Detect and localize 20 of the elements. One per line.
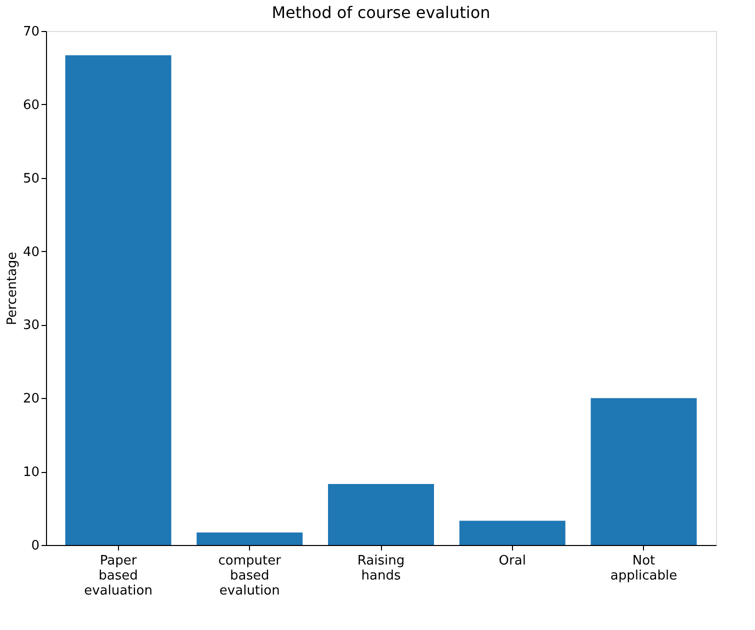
chart-title: Method of course evalution xyxy=(272,3,490,22)
bar xyxy=(459,520,566,545)
bar xyxy=(590,398,697,545)
x-tick-label: Not applicable xyxy=(610,554,678,584)
x-tick-label: Oral xyxy=(498,554,526,568)
y-tick-label: 30 xyxy=(22,318,40,334)
y-tick-label: 40 xyxy=(22,244,40,260)
y-tick-label: 20 xyxy=(22,392,40,407)
x-tick-label: Raising hands xyxy=(357,554,405,584)
y-tick-label: 70 xyxy=(22,24,40,40)
y-tick-label: 50 xyxy=(22,171,40,186)
y-tick-label: 0 xyxy=(31,538,40,554)
bar xyxy=(328,484,434,545)
x-tick-label: Paper based evaluation xyxy=(84,554,152,598)
x-tick-label: computer based evalution xyxy=(218,554,282,598)
bar xyxy=(196,532,303,545)
y-tick-label: 10 xyxy=(22,465,40,480)
y-tick-label: 60 xyxy=(22,98,40,113)
y-axis-title: Percentage xyxy=(4,252,20,326)
bar xyxy=(65,55,172,545)
